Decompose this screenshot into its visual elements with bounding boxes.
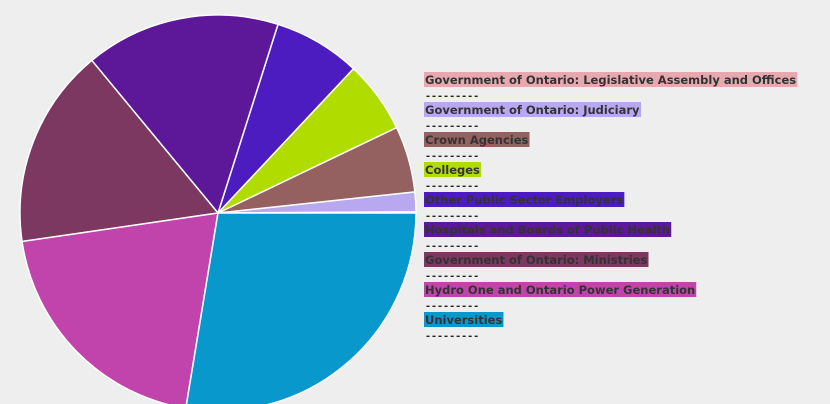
legend-separator: --------- xyxy=(425,271,479,282)
legend-label: Other Public Sector Employers xyxy=(425,193,623,207)
legend-separator: --------- xyxy=(425,121,479,132)
legend-label: Crown Agencies xyxy=(425,133,529,147)
legend-label: Government of Ontario: Judiciary xyxy=(425,103,640,117)
pie-slice-7 xyxy=(19,59,220,243)
legend-swatch xyxy=(424,222,672,237)
legend-label: Government of Ontario: Ministries xyxy=(425,253,647,267)
pie-slice-6 xyxy=(90,14,279,215)
legend-swatch xyxy=(424,312,504,327)
pie-slices xyxy=(19,14,417,404)
legend-separator: --------- xyxy=(425,331,479,342)
legend-separator: --------- xyxy=(425,181,479,192)
legend: Government of Ontario: Legislative Assem… xyxy=(424,72,798,342)
legend-separator: --------- xyxy=(425,241,479,252)
legend-swatch xyxy=(424,132,530,147)
legend-label: Universities xyxy=(425,313,502,327)
legend-separator: --------- xyxy=(425,211,479,222)
legend-swatch xyxy=(424,192,625,207)
legend-label: Hydro One and Ontario Power Generation xyxy=(425,283,695,297)
legend-swatch xyxy=(424,102,642,117)
legend-swatch xyxy=(424,252,649,267)
legend-swatch xyxy=(424,72,798,87)
legend-separator: --------- xyxy=(425,91,479,102)
legend-label: Colleges xyxy=(425,163,480,177)
legend-label: Government of Ontario: Legislative Assem… xyxy=(425,73,796,87)
legend-label: Hospitals and Boards of Public Health xyxy=(425,223,670,237)
pie-slice-9 xyxy=(185,212,417,404)
legend-separator: --------- xyxy=(425,151,479,162)
legend-swatch xyxy=(424,162,482,177)
legend-swatch xyxy=(424,282,697,297)
legend-separator: --------- xyxy=(425,301,479,312)
pie-slice-8 xyxy=(21,212,219,404)
